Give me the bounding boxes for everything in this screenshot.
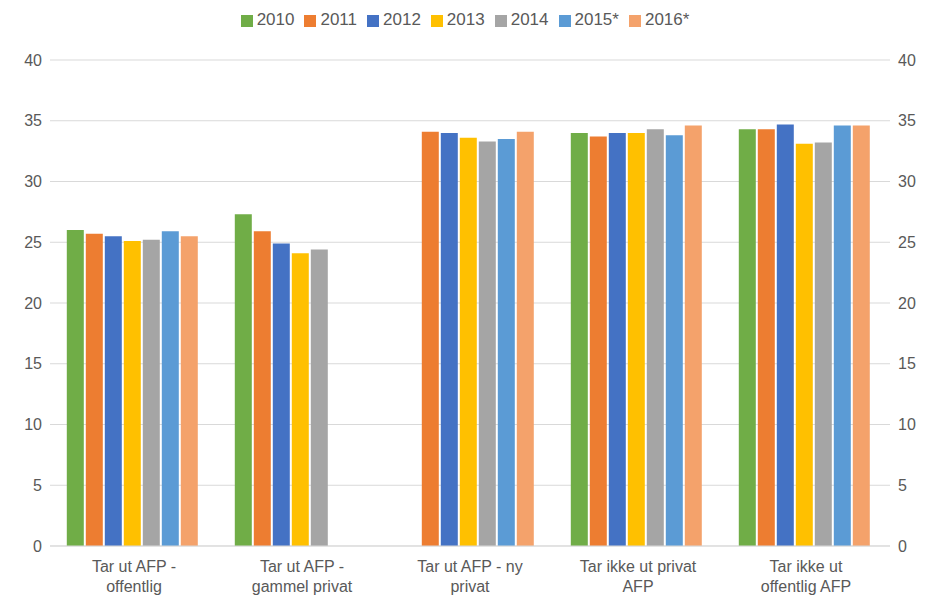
svg-text:5: 5: [33, 477, 42, 494]
svg-text:20: 20: [24, 295, 42, 312]
html-text:2014: 2014: [510, 10, 549, 29]
html-text:2016*: 2016*: [644, 10, 690, 29]
svg-text:35: 35: [898, 112, 916, 129]
svg-text:15: 15: [24, 355, 42, 372]
svg-text:25: 25: [898, 234, 916, 251]
svg-text:0: 0: [33, 538, 42, 555]
svg-text:Tar ut AFP - nyprivat: Tar ut AFP - nyprivat: [417, 558, 523, 595]
svg-text:Tar ut AFP -offentlig: Tar ut AFP -offentlig: [92, 558, 176, 595]
svg-text:40: 40: [898, 52, 916, 69]
svg-text:20: 20: [898, 295, 916, 312]
svg-text:15: 15: [898, 355, 916, 372]
svg-text:10: 10: [24, 416, 42, 433]
html-text:2010: 2010: [256, 10, 295, 29]
html-text:2012: 2012: [383, 10, 421, 29]
svg-text:Tar ut AFP -gammel privat: Tar ut AFP -gammel privat: [252, 558, 353, 595]
svg-text:10: 10: [898, 416, 916, 433]
html-text:2015*: 2015*: [574, 10, 619, 29]
svg-text:0: 0: [898, 538, 907, 555]
svg-text:Tar ikke ut privatAFP: Tar ikke ut privatAFP: [580, 558, 697, 595]
svg-text:5: 5: [898, 477, 907, 494]
svg-text:40: 40: [24, 52, 42, 69]
html-text:2011: 2011: [320, 10, 357, 29]
html-text:2013: 2013: [446, 10, 485, 29]
svg-text:Tar ikke utoffentlig AFP: Tar ikke utoffentlig AFP: [761, 558, 851, 595]
svg-text:30: 30: [24, 173, 42, 190]
svg-text:30: 30: [898, 173, 916, 190]
svg-text:25: 25: [24, 234, 42, 251]
svg-text:35: 35: [24, 112, 42, 129]
